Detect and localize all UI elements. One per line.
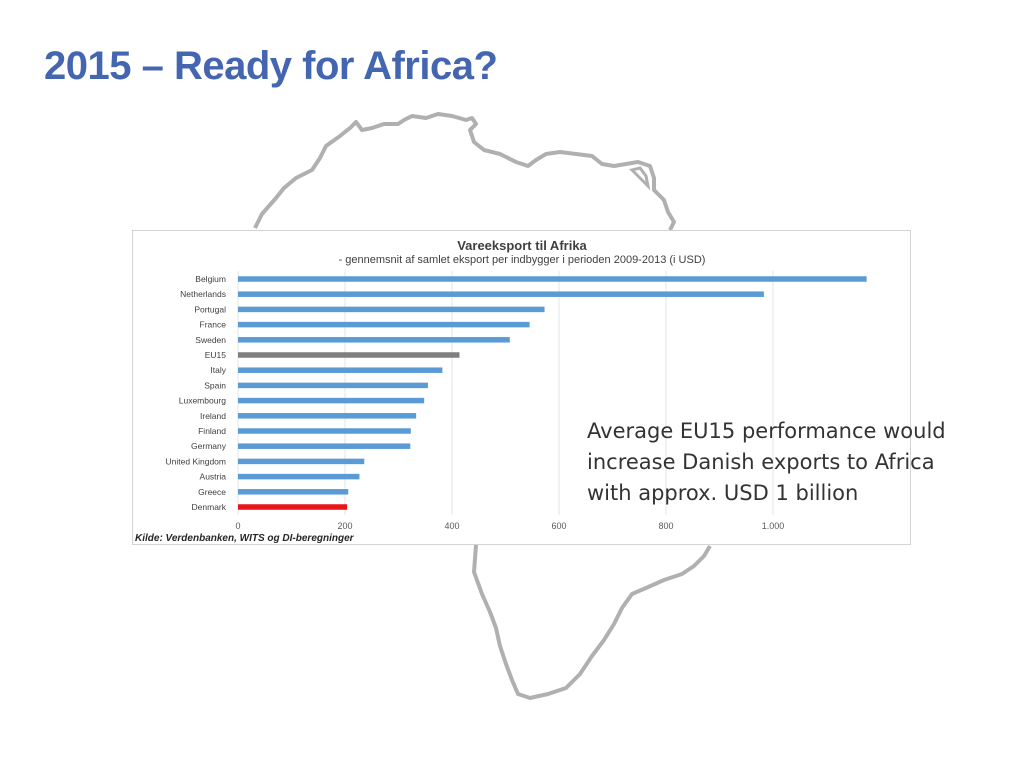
bar-united-kingdom [238,458,365,465]
category-label: France [200,320,227,330]
bar-germany [238,443,411,449]
chart-subtitle: - gennemsnit af samlet eksport per indby… [339,254,706,266]
x-tick-label: 600 [551,521,566,531]
category-label: Denmark [192,502,227,512]
category-label: United Kingdom [166,456,226,466]
category-label: Austria [200,472,227,482]
category-label: Italy [210,365,226,375]
bar-france [238,321,530,328]
slide-title: 2015 – Ready for Africa? [44,44,498,88]
x-tick-label: 1.000 [762,521,785,531]
bar-chart: Vareeksport til Afrika- gennemsnit af sa… [135,238,867,544]
x-tick-label: 800 [658,521,673,531]
x-tick-label: 200 [337,521,352,531]
category-label: Germany [191,441,227,451]
bar-belgium [238,276,867,282]
bar-netherlands [238,291,764,297]
bar-luxembourg [238,397,425,404]
bar-austria [238,473,360,480]
category-label: Greece [198,487,226,497]
x-tick-label: 0 [235,521,240,531]
category-label: Ireland [200,411,226,421]
chart-title: Vareeksport til Afrika [457,238,587,253]
bar-finland [238,428,411,434]
bar-greece [238,489,349,495]
category-label: Sweden [195,335,226,345]
bar-ireland [238,413,417,419]
category-label: Netherlands [180,289,226,299]
bar-eu15 [238,352,460,358]
category-label: EU15 [205,350,227,360]
chart-panel: Vareeksport til Afrika - gennemsnit af sa… [132,230,911,545]
x-tick-label: 400 [444,521,459,531]
chart-source: Kilde: Verdenbanken, WITS og DI-beregnin… [135,533,355,544]
bar-spain [238,382,428,389]
category-label: Belgium [195,274,226,284]
category-label: Luxembourg [179,396,227,406]
bar-sweden [238,337,510,343]
bar-denmark [238,504,348,510]
bar-italy [238,367,443,373]
bar-portugal [238,306,545,313]
category-label: Portugal [194,304,226,314]
category-label: Finland [198,426,226,436]
category-label: Spain [204,380,226,390]
callout-text: Average EU15 performance would increase … [587,419,946,505]
